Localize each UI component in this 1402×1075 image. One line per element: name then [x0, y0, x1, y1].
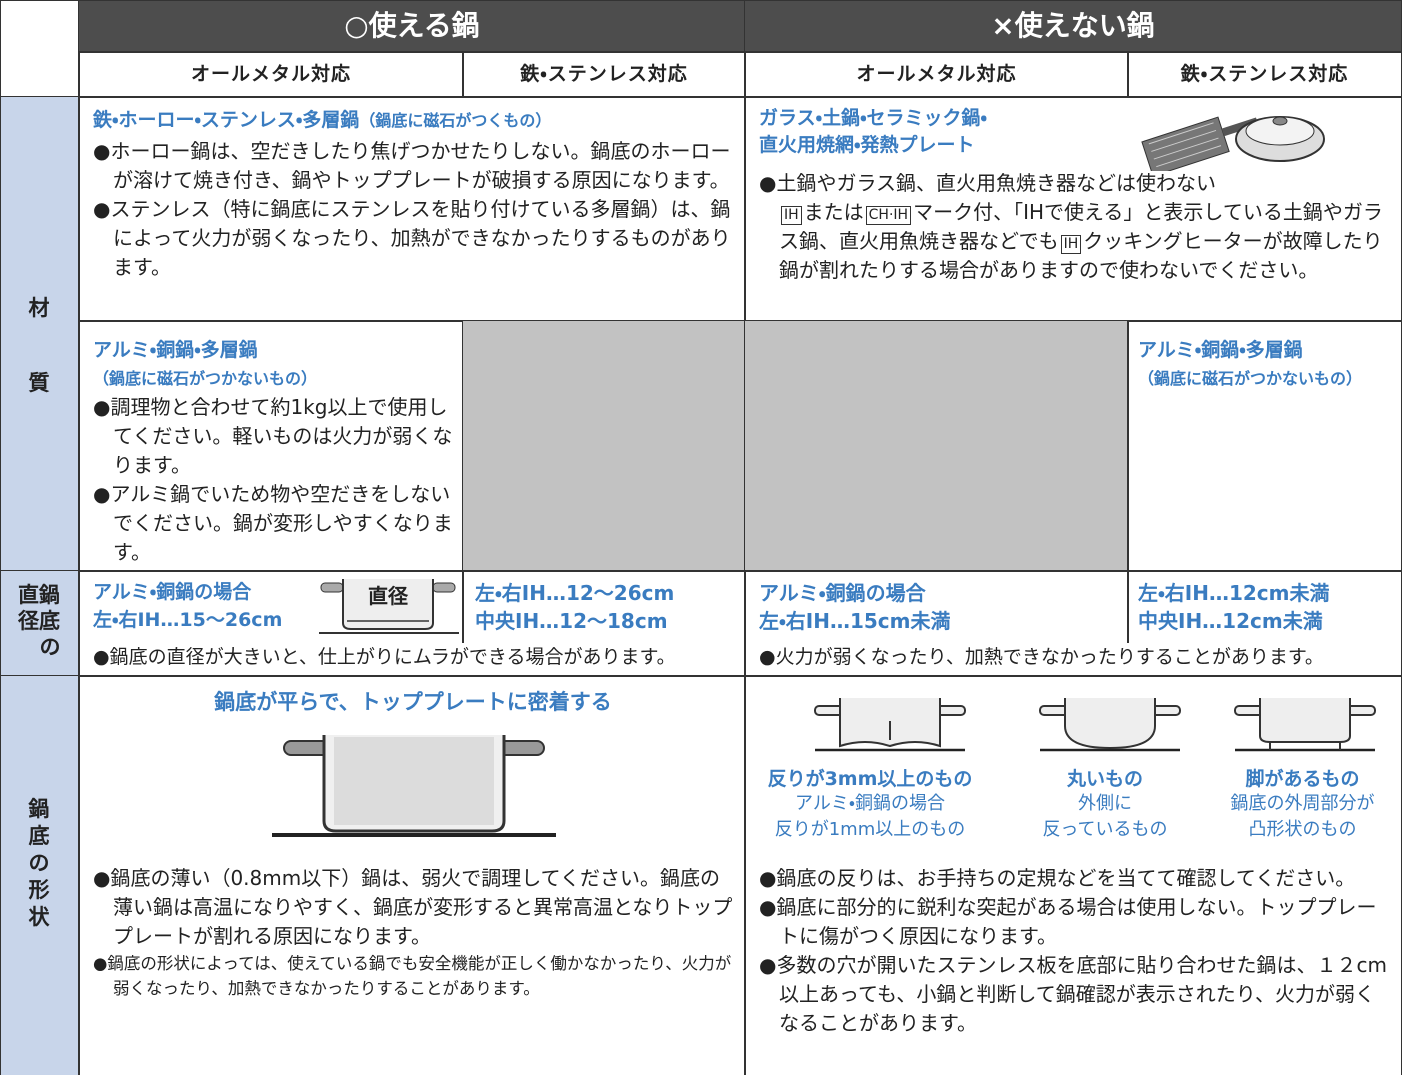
bullets: ●鍋底の反りは、お手持ちの定規などを当てて確認してください。 ●鍋底に部分的に鋭… [759, 864, 1394, 1038]
ih-mark: IH [1060, 235, 1082, 254]
cell: アルミ・銅鍋・多層鍋 （鍋底に磁石がつかないもの） [1127, 320, 1402, 572]
bullet: ●多数の穴が開いたステンレス板を底部に貼り合わせた鍋は、１２cm以上あっても、小… [759, 953, 1387, 1035]
bullet: ●鍋底に部分的に鋭利な突起がある場合は使用しない。トッププレートに傷がつく原因に… [759, 895, 1377, 948]
heading: アルミ・銅鍋・多層鍋 [1138, 339, 1303, 361]
heading-note: （鍋底に磁石がつくもの） [359, 111, 552, 130]
figure-label: 直径 [368, 584, 409, 608]
row-label: 鍋 [28, 797, 50, 821]
example-title: 脚があるもの [1245, 768, 1360, 790]
cell: 左・右IH…12〜26cm 中央IH…12〜18cm [462, 570, 746, 643]
cell: ●鍋底の直径が大きいと、仕上がりにムラができる場合があります。 [78, 641, 746, 677]
bullet: ●アルミ鍋でいため物や空だきをしないでください。鍋が変形しやすくなります。 [93, 482, 453, 564]
example-detail: 外側に [1078, 793, 1132, 814]
range: 左・右IH…12cm未満 [1138, 581, 1330, 605]
heading-line: ガラス・土鍋・セラミック鍋・ [759, 107, 988, 129]
heading-note: （鍋底に磁石がつかないもの） [93, 369, 318, 388]
column-header: オールメタル対応 [744, 51, 1129, 98]
heading-note: （鍋底に磁石がつかないもの） [1138, 369, 1363, 388]
bullet: ●調理物と合わせて約1kg以上で使用してください。軽いものは火力が弱くなります。 [93, 395, 453, 477]
ih-mark: IH [781, 206, 802, 225]
grill-pot-illustration [1141, 116, 1325, 171]
bullets: ●ホーロー鍋は、空だきしたり焦げつかせたりしない。鍋底のホーローが溶けて焼き付き… [93, 137, 733, 282]
heading: 鉄・ホーロー・ステンレス・多層鍋（鍋底に磁石がつくもの） [93, 105, 551, 132]
cell: 鍋底が平らで、トッププレートに密着する ●鍋底の薄い（0.8mm以下）鍋は、弱火… [78, 675, 746, 1075]
heading: アルミ・銅鍋・多層鍋 [93, 339, 258, 361]
corner-cell [0, 0, 80, 98]
bullets: ●鍋底の薄い（0.8mm以下）鍋は、弱火で調理してください。鍋底の薄い鍋は高温に… [93, 864, 738, 1001]
row-label-cell: 鍋底の形状 [0, 675, 80, 1075]
cell: ●火力が弱くなったり、加熱できなかったりすることがあります。 [744, 641, 1402, 677]
note: ●鍋底の直径が大きいと、仕上がりにムラができる場合があります。 [93, 646, 676, 668]
cell: 反りが3mm以上のもの アルミ・銅鍋の場合 反りが1mm以上のもの 丸いもの 外側に反… [744, 675, 1402, 1075]
heading-line: 直火用焼網・発熱プレート [759, 134, 975, 156]
bullet: ●鍋底の薄い（0.8mm以下）鍋は、弱火で調理してください。鍋底の薄い鍋は高温に… [93, 866, 733, 948]
row-label: 材 [28, 296, 50, 320]
row-label: 形 [28, 878, 50, 902]
heading: ガラス・土鍋・セラミック鍋・ 直火用焼網・発熱プレート [759, 105, 987, 159]
bullet: ●ホーロー鍋は、空だきしたり焦げつかせたりしない。鍋底のホーローが溶けて焼き付き… [93, 139, 731, 192]
row-label: 状 [28, 905, 50, 929]
flat-pot-illustration [272, 735, 556, 837]
cell: 左・右IH…12cm未満 中央IH…12cm未満 [1127, 570, 1402, 643]
example-detail: 凸形状のもの [1248, 819, 1357, 840]
column-header: 鉄・ステンレス対応 [462, 51, 746, 98]
text: または [803, 200, 864, 224]
heading: アルミ・銅鍋の場合 [93, 581, 252, 603]
empty-cell [744, 320, 1129, 572]
row-label-cell: 材 質 [0, 96, 80, 572]
row-label: の [39, 635, 61, 659]
bullet: IH または CH·IH マーク付、「IHで使える」と表示している土鍋やガラス鍋、直火… [759, 198, 1389, 285]
range: 左・右IH…15〜26cm [93, 609, 283, 631]
example: 丸いもの外側に反っているもの [1015, 764, 1195, 843]
example-title: 丸いもの [1066, 768, 1143, 790]
bullet: ●鍋底の形状によっては、使えている鍋でも安全機能が正しく働かなかったり、火力が弱… [93, 954, 732, 998]
note: ●火力が弱くなったり、加熱できなかったりすることがあります。 [759, 646, 1324, 668]
bullets: ●土鍋やガラス鍋、直火用魚焼き器などは使わない IH または CH·IH マーク付、「… [759, 169, 1389, 285]
cell: ガラス・土鍋・セラミック鍋・ 直火用焼網・発熱プレート ●土鍋やガラス鍋、直火用魚… [744, 96, 1402, 322]
cell: アルミ・銅鍋の場合 左・右IH…15〜26cm 直径 [78, 570, 464, 643]
row-label: 鍋底の形状 [0, 796, 78, 931]
usable-header: ○使える鍋 [78, 0, 746, 53]
range: 左・右IH…15cm未満 [759, 609, 951, 633]
bullet: ●土鍋やガラス鍋、直火用魚焼き器などは使わない [759, 171, 1217, 195]
heading: アルミ・銅鍋の場合 [759, 581, 926, 605]
cell: 鉄・ホーロー・ステンレス・多層鍋（鍋底に磁石がつくもの） ●ホーロー鍋は、空だき… [78, 96, 746, 322]
range: 中央IH…12〜18cm [475, 609, 668, 633]
example-title: 反りが3mm以上のもの [767, 768, 973, 790]
example: 脚があるもの 鍋底の外周部分が 凸形状のもの [1205, 764, 1400, 843]
example-detail: 鍋底の外周部分が [1230, 793, 1375, 814]
example: 反りが3mm以上のもの アルミ・銅鍋の場合 反りが1mm以上のもの [755, 764, 985, 843]
bullet: ●ステンレス（特に鍋底にステンレスを貼り付けている多層鍋）は、鍋によって火力が弱… [93, 197, 731, 279]
cell: アルミ・銅鍋・多層鍋 （鍋底に磁石がつかないもの） ●調理物と合わせて約1kg以… [78, 320, 464, 572]
column-header: 鉄・ステンレス対応 [1127, 51, 1402, 98]
range: 左・右IH…12〜26cm [475, 581, 675, 605]
bad-pot-illustrations [814, 698, 1376, 752]
example-detail: 反りが1mm以上のもの [774, 819, 966, 840]
text: クッキングヒーターが故障したり鍋が割れたりする場合がありますので使わないでくださ… [779, 229, 1383, 282]
empty-cell [462, 320, 746, 572]
row-label: の [28, 851, 50, 875]
row-label: 径底 [18, 609, 60, 633]
cell: アルミ・銅鍋の場合 左・右IH…15cm未満 [744, 570, 1129, 643]
heading-text: 鉄・ホーロー・ステンレス・多層鍋 [93, 109, 360, 131]
unusable-header: ×使えない鍋 [744, 0, 1402, 53]
example-detail: アルミ・銅鍋の場合 [795, 793, 945, 814]
row-label: 質 [28, 371, 50, 395]
bullet: ●鍋底の反りは、お手持ちの定規などを当てて確認してください。 [759, 866, 1356, 890]
row-label-cell: 直鍋 径底 の [0, 570, 80, 677]
bullets: ●調理物と合わせて約1kg以上で使用してください。軽いものは火力が弱くなります。… [93, 393, 453, 567]
diameter-illustration: 直径 [319, 579, 459, 634]
example-detail: 反っているもの [1042, 819, 1168, 840]
text: マーク付、「IHで使える」と表示している土鍋やガラス鍋、直火用魚焼き器などでも [779, 200, 1383, 253]
column-header: オールメタル対応 [78, 51, 464, 98]
row-label: 直鍋 [18, 583, 60, 607]
heading: 鍋底が平らで、トッププレートに密着する [214, 690, 612, 714]
ih-mark: CH·IH [865, 206, 912, 225]
range: 中央IH…12cm未満 [1138, 609, 1323, 633]
row-label: 底 [28, 824, 50, 848]
